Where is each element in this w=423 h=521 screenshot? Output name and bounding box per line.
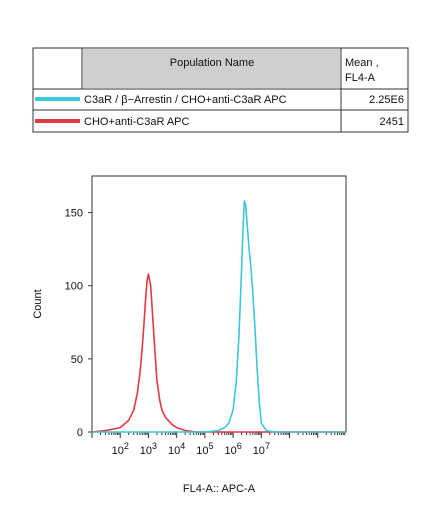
table-header-population-name: Population Name: [170, 57, 254, 69]
y-tick-label: 100: [65, 281, 83, 293]
series-layer: [91, 200, 346, 433]
y-axis-title: Count: [32, 289, 44, 318]
legend-table: Population Name Mean , FL4-A C3aR / β−Ar…: [32, 47, 409, 133]
x-tick-label: 107: [253, 441, 270, 457]
y-tick-label: 150: [65, 208, 83, 220]
table-header-mean-line1: Mean ,: [345, 57, 379, 69]
table-header-mean-line2: FL4-A: [345, 72, 376, 84]
series-cyan-line: [92, 200, 346, 433]
table-header-fill: [83, 49, 340, 88]
x-tick-label: 103: [140, 441, 157, 457]
x-axis-title: FL4-A:: APC-A: [183, 483, 256, 495]
x-tick-label: 106: [224, 441, 241, 457]
series-red-line: [91, 273, 346, 433]
x-tick-label: 104: [168, 441, 185, 457]
histogram-plot: 0 50 100 150 102 103 104 105 106 107 Count FL4-A…: [32, 175, 347, 495]
y-tick-label: 50: [71, 354, 83, 366]
legend-row-name: CHO+anti-C3aR APC: [84, 116, 190, 128]
legend-row-mean: 2451: [380, 116, 404, 128]
x-axis: 102 103 104 105 106 107: [91, 432, 346, 457]
legend-row-mean: 2.25E6: [369, 94, 404, 106]
legend-row-name: C3aR / β−Arrestin / CHO+anti-C3aR APC: [84, 94, 287, 106]
y-axis: 0 50 100 150: [65, 208, 92, 439]
x-tick-label: 105: [196, 441, 213, 457]
plot-frame: [91, 175, 347, 433]
table-header-mean-fill: [342, 49, 406, 88]
x-tick-label: 102: [112, 441, 129, 457]
y-tick-label: 0: [77, 427, 83, 439]
